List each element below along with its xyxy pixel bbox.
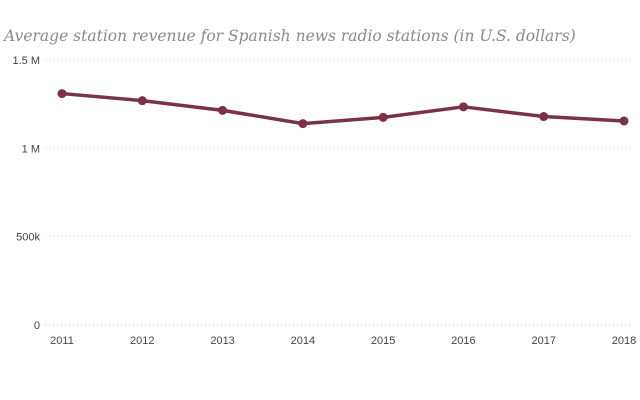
data-point — [539, 112, 549, 122]
y-tick-label: 1.5 M — [12, 55, 40, 67]
series-line — [60, 91, 626, 126]
data-points — [57, 89, 629, 129]
data-point — [458, 102, 468, 112]
x-tick-label: 2011 — [50, 335, 74, 347]
data-point — [137, 96, 147, 106]
chart-title: Average station revenue for Spanish news… — [4, 27, 576, 45]
y-axis-ticks: 0 500k 1 M 1.5 M — [12, 55, 40, 332]
data-point — [57, 89, 67, 99]
data-point — [619, 116, 629, 126]
x-tick-label: 2013 — [210, 335, 234, 347]
x-axis-ticks: 2011 2012 2013 2014 2015 2016 2017 2018 — [50, 335, 636, 347]
x-tick-label: 2014 — [291, 335, 315, 347]
x-tick-label: 2017 — [531, 335, 555, 347]
data-point — [378, 112, 388, 122]
data-point — [298, 119, 308, 129]
x-tick-label: 2016 — [451, 335, 475, 347]
y-tick-label: 0 — [34, 320, 40, 332]
x-tick-label: 2015 — [371, 335, 395, 347]
x-tick-label: 2012 — [130, 335, 154, 347]
data-point — [218, 105, 228, 115]
y-tick-label: 1 M — [22, 143, 40, 155]
x-tick-label: 2018 — [612, 335, 636, 347]
y-tick-label: 500k — [16, 232, 40, 244]
